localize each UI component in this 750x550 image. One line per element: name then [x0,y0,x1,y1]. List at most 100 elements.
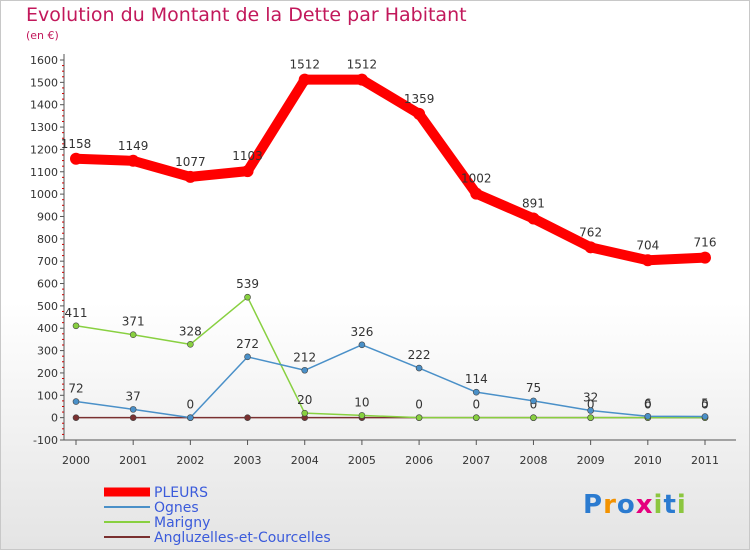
data-point [530,414,537,421]
data-point [415,364,423,372]
y-tick-label: 500 [37,300,58,313]
y-tick-label: 800 [37,233,58,246]
data-label: 704 [636,238,659,252]
y-tick-label: 1000 [30,188,58,201]
data-point [184,170,197,183]
x-tick-label: 2008 [519,454,547,467]
data-point [298,73,311,86]
logo-letter: t [663,490,677,520]
data-label: 1359 [404,92,435,106]
data-label: 328 [179,324,202,338]
data-point [472,414,480,421]
data-point [415,414,423,421]
data-label: 762 [579,225,602,239]
data-label: 1103 [232,149,263,163]
data-point [413,107,426,120]
series-line-marigny [75,296,706,419]
data-point [72,414,80,421]
legend-label: Angluzelles-et-Courcelles [154,530,331,546]
data-label: 0 [187,398,195,412]
data-label: 1002 [461,172,492,186]
y-tick-label: 1600 [30,54,58,67]
data-point [244,353,251,361]
x-tick-label: 2001 [119,454,147,467]
logo-letter: i [653,490,664,520]
data-label: 6 [644,396,652,410]
data-label: 20 [297,393,312,407]
data-point [699,251,711,264]
y-tick-label: 200 [37,367,58,380]
x-tick-label: 2009 [577,454,605,467]
logo-letter: o [616,490,636,520]
data-label: 0 [644,398,652,412]
logo-letter: P [583,490,604,520]
y-tick-label: 100 [37,389,58,402]
series-line-pleurs [71,74,710,266]
data-point [641,254,654,267]
data-point [244,293,251,301]
x-tick-label: 2007 [462,454,490,467]
y-tick-label: -100 [33,434,58,447]
y-tick-label: 1100 [30,166,58,179]
data-label: 1077 [175,155,206,169]
data-label: 0 [415,398,423,412]
y-tick-label: 1500 [30,76,58,89]
y-tick-label: 700 [37,255,58,268]
data-label: 5 [701,397,709,411]
data-point [644,413,652,420]
data-label: 891 [522,196,545,210]
data-label: 272 [236,337,259,351]
data-point [129,406,137,413]
data-point [472,388,480,396]
data-label: 222 [408,348,431,362]
legend-label: Ognes [154,500,199,516]
y-tick-label: 1300 [30,121,58,134]
chart-subtitle: (en €) [26,29,59,42]
data-point [72,398,80,405]
data-label: 0 [701,398,709,412]
data-label: 0 [587,398,595,412]
proxiti-logo: Proxiti [583,490,687,520]
y-tick-label: 1400 [30,99,58,112]
data-label: 411 [65,306,88,320]
x-tick-label: 2000 [62,454,90,467]
data-label: 1512 [289,58,320,72]
x-tick-label: 2005 [348,454,376,467]
x-tick-label: 2004 [291,454,319,467]
data-point [587,414,594,421]
data-point [301,366,309,374]
y-tick-label: 1200 [30,143,58,156]
y-tick-label: 600 [37,278,58,291]
data-label: 114 [465,372,488,386]
data-label: 32 [583,390,598,404]
series-line-ognes [75,344,706,419]
data-point [129,331,137,339]
data-point [187,341,194,348]
x-tick-label: 2003 [234,454,262,467]
data-label: 1158 [61,137,92,151]
data-point [187,414,194,421]
data-point [358,341,366,349]
data-label: 212 [293,350,316,364]
data-point [355,73,368,86]
data-label: 75 [526,381,541,395]
data-label: 326 [350,325,373,339]
data-point [701,413,709,420]
data-label: 0 [472,398,480,412]
data-label: 72 [68,382,83,396]
data-point [72,322,80,330]
x-tick-label: 2006 [405,454,433,467]
data-label: 1512 [347,58,378,72]
chart-title: Evolution du Montant de la Dette par Hab… [26,4,467,26]
data-point [241,165,254,178]
logo-letter: i [676,490,687,520]
data-label: 539 [236,277,259,291]
y-tick-label: 900 [37,210,58,223]
x-tick-label: 2010 [634,454,662,467]
data-point [530,397,537,405]
data-point [470,187,483,200]
data-label: 37 [126,389,141,403]
data-point [301,409,309,417]
x-tick-label: 2011 [691,454,719,467]
x-tick-label: 2002 [176,454,204,467]
